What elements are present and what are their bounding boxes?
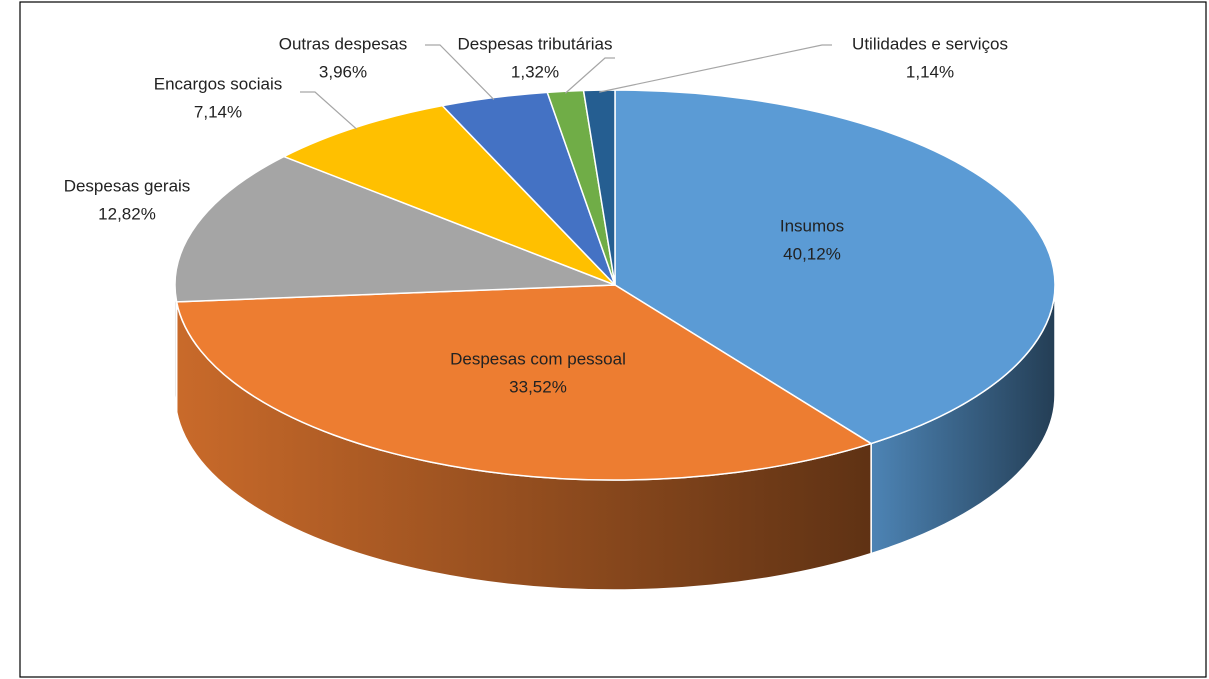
slice (174, 155, 616, 303)
value-label: 33,52% (509, 377, 567, 396)
slice-label: Utilidades e serviços (852, 34, 1008, 53)
value-label: 7,14% (194, 102, 242, 121)
value-label: 1,14% (906, 62, 954, 81)
slice (582, 89, 616, 286)
value-label: 40,12% (783, 244, 841, 263)
leader-line (425, 44, 495, 100)
leader-line (300, 91, 358, 130)
slice-label: Outras despesas (279, 34, 408, 53)
leader-line (599, 44, 832, 93)
slice-label: Encargos sociais (154, 74, 283, 93)
slice-label: Despesas com pessoal (450, 349, 626, 368)
slice-label: Insumos (780, 216, 844, 235)
slice-label: Despesas tributárias (458, 34, 613, 53)
value-label: 3,96% (319, 62, 367, 81)
slice (614, 89, 1056, 445)
value-label: 1,32% (511, 62, 559, 81)
slice-label: Despesas gerais (64, 176, 191, 195)
slice (175, 284, 873, 481)
slice (282, 104, 616, 286)
value-label: 12,82% (98, 204, 156, 223)
leader-line (564, 57, 615, 94)
